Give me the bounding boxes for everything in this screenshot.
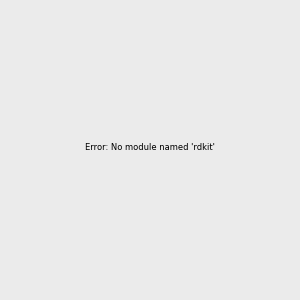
Text: Error: No module named 'rdkit': Error: No module named 'rdkit' [85, 143, 215, 152]
